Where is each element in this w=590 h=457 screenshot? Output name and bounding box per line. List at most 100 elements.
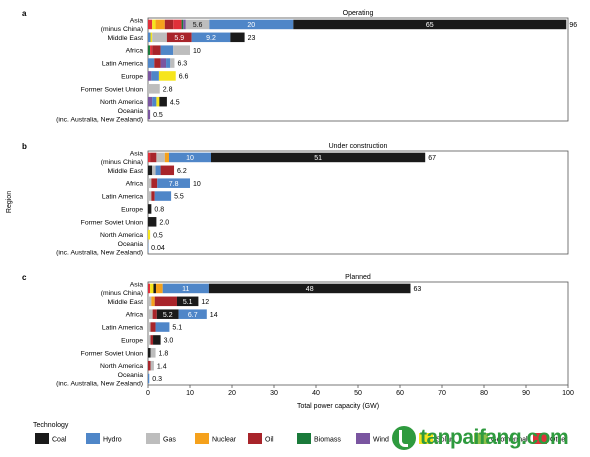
legend-swatch-solar [419,433,433,444]
bar-segment-b-0-nuclear-3 [164,152,169,163]
bar-segment-a-3-oil-1 [154,58,161,68]
bar-segment-a-5-gas-0 [148,84,160,94]
legend-swatch-geothermal [474,433,488,444]
bar-segment-c-6-oil-0 [148,360,151,371]
total-label-c-5: 1.8 [159,350,169,357]
bar-segment-b-1-gas-1 [152,165,156,176]
segment-label-a-1-3: 5.9 [174,35,184,42]
bar-segment-b-0-hydro-4 [169,152,211,163]
total-label-b-7: 0.04 [151,245,165,252]
segment-label-b-2-2: 7.8 [169,181,179,188]
bar-segment-a-2-gas-4 [173,45,190,55]
region-label-c-5-0: Former Soviet Union [81,350,144,357]
bar-segment-a-0-wind-6 [183,19,186,30]
bar-segment-a-0-coal-9 [293,19,567,30]
bar-segment-a-0-gas-7 [185,19,210,30]
total-label-c-6: 1.4 [157,363,167,370]
total-label-b-2: 10 [193,181,201,188]
legend-label-biomass: Biomass [314,437,341,444]
bar-segment-c-4-oil-1 [150,335,154,345]
region-label-c-7-0: Oceania [118,372,144,379]
bar-segment-a-4-wind-0 [148,71,152,81]
bar-segment-a-6-hydro-1 [152,96,157,107]
bar-segment-a-1-solar-1 [150,32,153,43]
bar-segment-a-3-hydro-3 [166,58,171,68]
total-label-c-4: 3.0 [164,338,174,345]
bar-segment-b-3-oil-1 [151,191,155,201]
x-tick-label-90: 90 [522,390,530,397]
bar-segment-a-4-hydro-1 [151,71,159,81]
bar-segment-a-0-hydro-8 [209,19,294,30]
bar-segment-a-3-wind-2 [160,58,167,68]
bar-segment-b-0-other-0 [148,152,151,163]
region-label-c-1-0: Middle East [107,299,143,306]
panel-letter-b: b [22,142,27,151]
total-label-a-2: 10 [193,48,201,55]
total-label-a-1: 23 [248,35,256,42]
bar-segment-b-1-oil-3 [160,165,175,176]
bar-segment-a-1-coal-5 [230,32,245,43]
segment-label-a-0-7: 5.6 [193,22,203,29]
region-label-b-3-0: Latin America [102,194,143,201]
bar-segment-a-1-hydro-4 [191,32,231,43]
total-label-a-4: 6.6 [179,74,189,81]
bar-segment-b-2-hydro-2 [157,178,190,188]
region-label-b-4-0: Europe [121,206,143,213]
total-label-c-2: 14 [210,312,218,319]
bar-segment-c-7-hydro-0 [148,373,150,384]
segment-label-c-1-3: 5.1 [183,299,193,306]
region-label-a-0-0: Asia [130,18,143,25]
total-label-c-1: 12 [201,299,209,306]
region-label-b-6-0: North America [100,232,143,239]
legend-label-wind: Wind [373,437,389,444]
bar-segment-c-0-other-0 [148,283,151,294]
segment-label-a-0-8: 20 [247,22,255,29]
bar-segment-b-5-coal-0 [148,217,157,227]
segment-label-c-0-4: 11 [182,286,189,293]
bar-segment-c-0-hydro-4 [162,283,209,294]
bar-segment-c-2-hydro-3 [178,309,207,319]
region-label-c-6-0: North America [100,363,143,370]
region-label-c-7-1: (inc. Australia, New Zealand) [56,380,143,387]
region-label-a-0-1: (minus China) [101,26,143,33]
bar-segment-a-2-hydro-3 [160,45,174,55]
x-tick-label-70: 70 [438,390,446,397]
bar-segment-c-2-coal-2 [156,309,179,319]
bar-segment-b-0-coal-5 [211,152,426,163]
bar-segment-b-1-hydro-2 [155,165,161,176]
bar-segment-c-0-nuclear-3 [155,283,163,294]
bar-segment-c-4-coal-2 [153,335,161,345]
segment-label-b-0-4: 10 [186,155,194,162]
bar-segment-c-1-coal-3 [176,296,199,307]
bar-segment-c-3-hydro-2 [155,322,170,332]
bar-segment-b-4-coal-0 [148,204,152,214]
watermark-logo-icon [392,426,416,450]
total-label-a-7: 0.5 [153,112,163,119]
total-label-c-0: 63 [414,286,422,293]
segment-label-a-0-9: 65 [426,22,434,29]
bar-segment-a-2-other-1 [150,45,153,55]
bar-segment-a-1-hydro-0 [148,32,151,43]
total-label-b-1: 6.2 [177,168,187,175]
bar-segment-b-0-oil-1 [150,152,157,163]
total-label-b-6: 0.5 [153,232,163,239]
panel-title-a: Operating [343,10,374,17]
panel-title-b: Under construction [329,143,388,150]
legend-label-other: Other [550,437,568,444]
segment-label-c-2-3: 6.7 [188,312,198,319]
segment-label-b-0-5: 51 [314,155,322,162]
bar-segment-a-4-solar-2 [158,71,176,81]
total-label-c-7: 0.3 [152,376,162,383]
bar-segment-c-6-gas-1 [150,360,154,371]
legend-swatch-gas [146,433,160,444]
total-label-b-4: 0.8 [154,207,164,214]
panel-frame-c [147,281,569,386]
region-label-b-2-0: Africa [126,181,144,188]
segment-label-a-1-4: 9.2 [206,35,216,42]
bar-segment-a-2-biomass-0 [148,45,151,55]
legend-label-coal: Coal [52,437,67,444]
legend-swatch-wind [356,433,370,444]
bar-segment-a-2-oil-2 [152,45,161,55]
bar-segment-c-5-gas-1 [150,348,156,358]
